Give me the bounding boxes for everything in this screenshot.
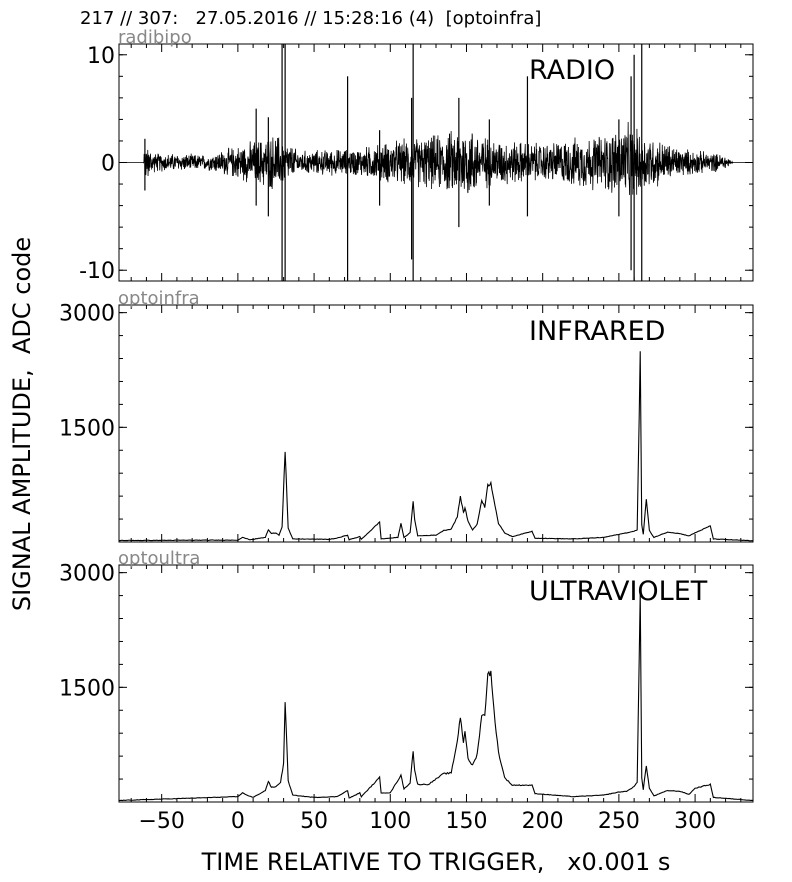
panel-radio: 10 0 -10 radibipo RADIO: [79, 27, 754, 284]
x-tick-label: 250: [598, 809, 640, 834]
ultraviolet-channel-label: optoultra: [118, 548, 200, 569]
ultraviolet-panel-title: ULTRAVIOLET: [529, 576, 708, 607]
infrared-panel-title: INFRARED: [529, 316, 665, 347]
panel-infrared: 3000 1500 optoinfra INFRARED: [59, 288, 754, 543]
infrared-channel-label: optoinfra: [118, 288, 200, 309]
ultraviolet-signal-trace: [119, 592, 753, 802]
x-tick-label: 150: [445, 809, 487, 834]
x-tick-label: 0: [231, 809, 245, 834]
infrared-y-tick-label: 1500: [59, 416, 115, 441]
ultraviolet-y-tick-label: 3000: [59, 562, 115, 587]
chart-header: 217 // 307: 27.05.2016 // 15:28:16 (4) […: [80, 8, 542, 29]
radio-signal-trace: [119, 121, 753, 195]
shared-x-axis-label: TIME RELATIVE TO TRIGGER, x0.001 s: [201, 848, 671, 876]
x-tick-label: −50: [138, 809, 184, 834]
x-tick-label: 100: [369, 809, 411, 834]
x-tick-label: 200: [522, 809, 564, 834]
x-tick-label: 300: [674, 809, 716, 834]
radio-channel-label: radibipo: [118, 27, 192, 48]
x-tick-label: 50: [300, 809, 328, 834]
radio-panel-title: RADIO: [529, 55, 615, 86]
infrared-y-tick-label: 3000: [59, 302, 115, 327]
ultraviolet-y-tick-label: 1500: [59, 676, 115, 701]
radio-y-tick-label: 10: [87, 44, 115, 69]
radio-y-tick-label: 0: [101, 152, 115, 177]
radio-y-tick-label: -10: [79, 259, 115, 284]
panel-ultraviolet: −50 0 50 100 150 200 250 300 3000 1500 optoultra UL…: [59, 548, 754, 834]
infrared-signal-trace: [119, 351, 753, 542]
